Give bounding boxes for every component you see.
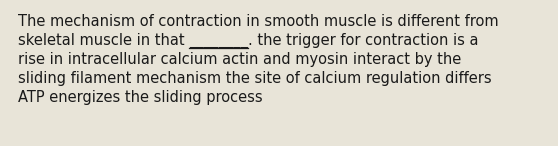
Text: sliding filament mechanism the site of calcium regulation differs: sliding filament mechanism the site of c… [18, 71, 492, 86]
Text: ATP energizes the sliding process: ATP energizes the sliding process [18, 90, 263, 105]
Text: ________: ________ [189, 33, 248, 48]
Text: The mechanism of contraction in smooth muscle is different from: The mechanism of contraction in smooth m… [18, 14, 499, 29]
Text: . the trigger for contraction is a: . the trigger for contraction is a [248, 33, 479, 48]
Text: rise in intracellular calcium actin and myosin interact by the: rise in intracellular calcium actin and … [18, 52, 461, 67]
Text: skeletal muscle in that: skeletal muscle in that [18, 33, 189, 48]
